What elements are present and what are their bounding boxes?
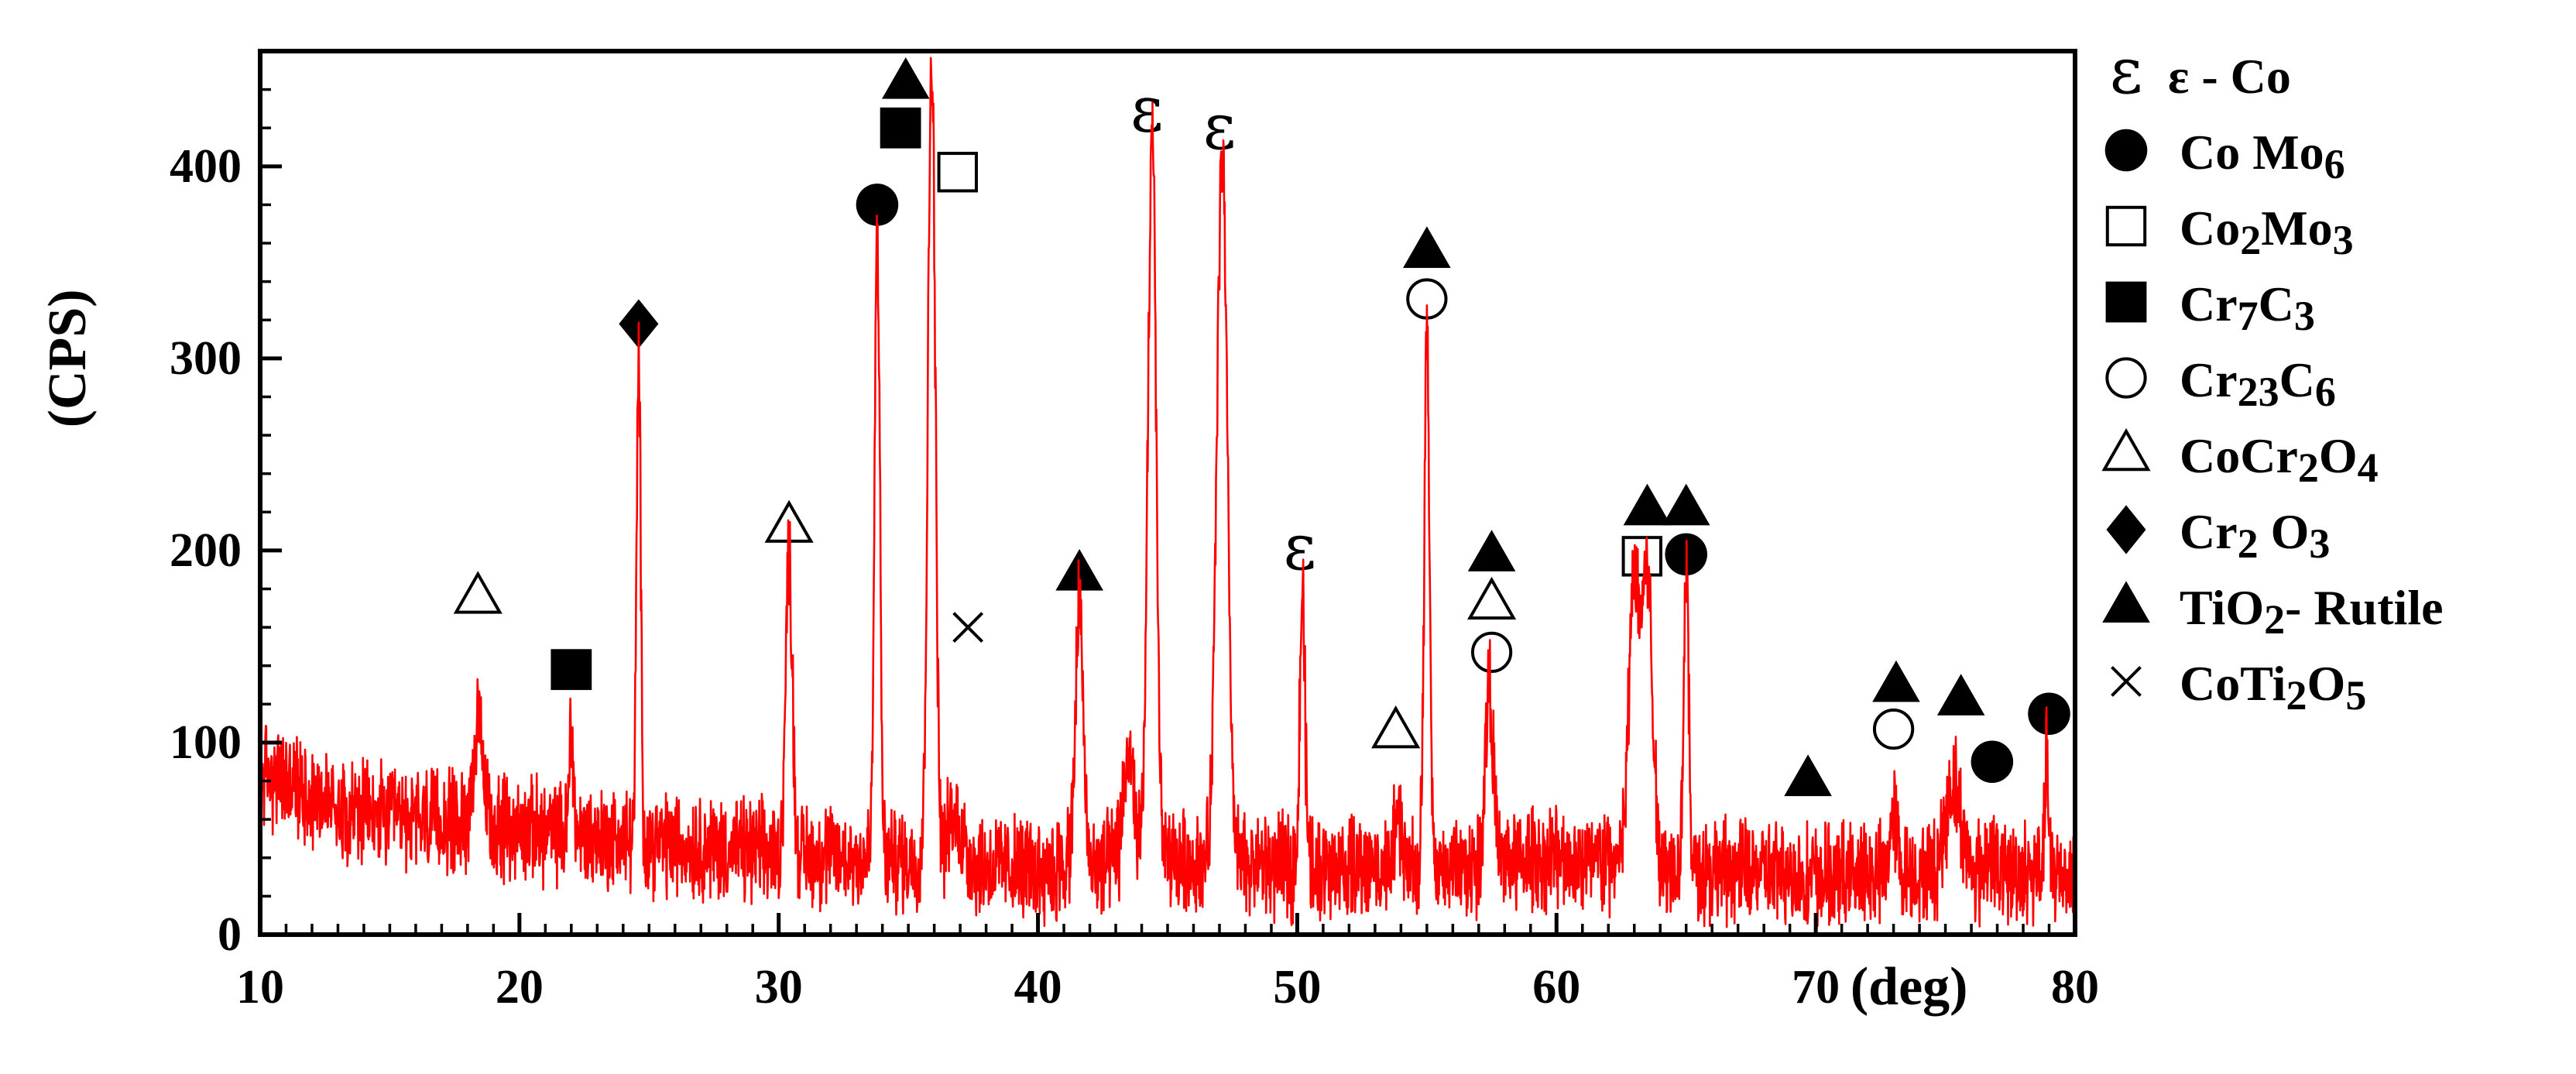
peak-marker-open-square (937, 152, 978, 193)
peak-marker-filled-square (551, 649, 592, 691)
legend-label: Cr2 O3 (2180, 504, 2330, 567)
filled-square-symbol (880, 107, 921, 149)
peak-marker-filled-triangle (1936, 674, 1985, 715)
legend-filled-diamond-icon (2106, 505, 2146, 554)
x-tick-label: 70 (1792, 961, 1840, 1014)
filled-triangle-symbol (881, 57, 930, 99)
peak-marker-filled-circle (856, 184, 899, 226)
y-tick-label: 400 (170, 140, 242, 193)
peak-marker-open-triangle (1371, 705, 1421, 749)
legend-item: Cr23C6 (2105, 352, 2336, 415)
open-circle-symbol (1872, 708, 1915, 750)
filled-triangle-symbol (1936, 674, 1985, 715)
peak-marker-filled-square (880, 107, 921, 149)
peak-marker-filled-circle (1971, 740, 2014, 784)
legend-item: Co2Mo3 (2105, 201, 2354, 263)
filled-triangle-symbol (1872, 660, 1920, 702)
legend-label: Cr23C6 (2180, 352, 2336, 415)
legend-cross-icon (2111, 666, 2142, 697)
peak-marker-filled-triangle (1467, 530, 1516, 571)
legend-epsilon-icon: ε (2110, 35, 2142, 108)
y-tick-label: 0 (218, 908, 242, 961)
filled-circle-symbol (2028, 692, 2070, 736)
peak-marker-filled-triangle (1872, 660, 1920, 702)
filled-circle-symbol (1971, 740, 2014, 784)
peak-marker-open-triangle (453, 571, 503, 614)
open-triangle-symbol (1466, 576, 1517, 620)
x-tick-label: 40 (1014, 961, 1062, 1014)
y-tick-labels: 0 100 200 300 400 (170, 140, 242, 961)
peak-marker-epsilon: ε (1284, 511, 1316, 585)
legend-label: CoTi2O5 (2180, 656, 2366, 719)
cross-symbol (952, 612, 984, 643)
filled-triangle-symbol (1784, 754, 1832, 797)
y-tick-label: 300 (170, 332, 242, 385)
x-tick-label: 20 (496, 961, 544, 1014)
peak-marker-open-square (1621, 536, 1662, 577)
filled-triangle-symbol (1623, 483, 1672, 526)
legend-item: Cr2 O3 (2106, 504, 2330, 567)
peak-marker-cross (952, 612, 984, 643)
legend-item: CoCr2O4 (2101, 427, 2379, 491)
peak-marker-filled-triangle (1623, 483, 1672, 526)
open-triangle-symbol (453, 571, 503, 614)
peak-marker-filled-triangle (1403, 226, 1451, 268)
x-tick-label: 50 (1273, 961, 1321, 1014)
x-tick-labels: 10 20 30 40 50 60 70 80 (236, 961, 2099, 1014)
y-tick-label: 200 (170, 524, 242, 577)
peak-marker-filled-circle (2028, 692, 2070, 736)
legend-label: Co2Mo3 (2180, 201, 2354, 263)
peak-markers: ε εε (453, 57, 2070, 797)
epsilon-symbol: ε (1130, 74, 1163, 147)
peak-marker-open-triangle (1466, 576, 1517, 620)
open-circle-symbol (1470, 631, 1513, 674)
peak-marker-epsilon: ε (1203, 91, 1236, 164)
x-axis-label: (deg) (1851, 957, 1968, 1017)
legend-item: Co Mo6 (2104, 125, 2345, 187)
filled-circle-symbol (856, 184, 899, 226)
x-tick-label: 60 (1532, 961, 1580, 1014)
epsilon-symbol: ε (1284, 511, 1316, 585)
legend: ε ε - Co Co Mo6 Co2Mo3 Cr7C3 Cr23C6 CoCr2O4 Cr2… (2101, 35, 2444, 719)
legend-open-circle-icon (2105, 357, 2147, 399)
open-square-symbol (937, 152, 978, 193)
filled-triangle-symbol (1403, 226, 1451, 268)
peak-marker-open-circle (1872, 708, 1915, 750)
legend-open-square-icon (2105, 205, 2147, 247)
legend-label: Cr7C3 (2180, 276, 2315, 339)
filled-triangle-symbol (1467, 530, 1516, 571)
legend-filled-square-icon (2105, 281, 2147, 323)
peak-marker-open-circle (1470, 631, 1513, 674)
peak-marker-epsilon: ε (1130, 74, 1163, 147)
epsilon-symbol: ε (1203, 91, 1236, 164)
legend-open-triangle-icon (2101, 427, 2151, 472)
x-tick-label: 30 (755, 961, 803, 1014)
legend-label: TiO2- Rutile (2180, 580, 2444, 643)
legend-item: CoTi2O5 (2111, 656, 2366, 719)
x-tick-label: 10 (236, 961, 284, 1014)
xrd-pattern-line (259, 57, 2077, 928)
axis-ticks (258, 50, 2077, 937)
legend-item: ε ε - Co (2110, 35, 2291, 108)
filled-square-symbol (551, 649, 592, 691)
y-axis-label: (CPS) (38, 289, 98, 427)
legend-label: CoCr2O4 (2180, 428, 2379, 491)
legend-label: Co Mo6 (2180, 125, 2345, 187)
peak-marker-filled-triangle (1662, 483, 1710, 526)
legend-label: ε - Co (2168, 49, 2291, 104)
peak-marker-filled-triangle (881, 57, 930, 99)
filled-triangle-symbol (1662, 483, 1710, 526)
legend-filled-triangle-icon (2102, 581, 2150, 623)
legend-item: Cr7C3 (2105, 276, 2315, 339)
legend-filled-circle-icon (2104, 129, 2148, 172)
peak-marker-filled-triangle (1784, 754, 1832, 797)
y-tick-label: 100 (170, 716, 242, 769)
x-tick-label: 80 (2051, 961, 2099, 1014)
legend-item: TiO2- Rutile (2102, 580, 2444, 643)
open-triangle-symbol (1371, 705, 1421, 749)
open-square-symbol (1621, 536, 1662, 577)
